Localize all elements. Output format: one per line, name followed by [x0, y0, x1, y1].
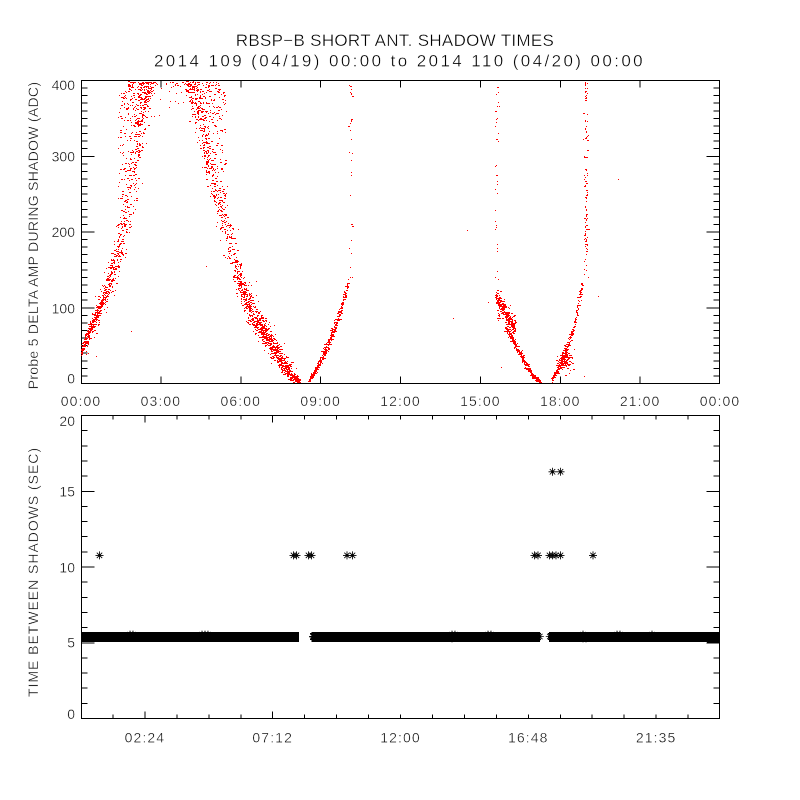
svg-text:TIME BETWEEN SHADOWS (SEC): TIME BETWEEN SHADOWS (SEC) [25, 447, 41, 697]
svg-text:20: 20 [59, 413, 75, 429]
svg-text:06:00: 06:00 [220, 393, 261, 409]
svg-text:18:00: 18:00 [540, 393, 581, 409]
svg-text:21:00: 21:00 [620, 393, 661, 409]
svg-text:02:24: 02:24 [125, 730, 166, 746]
svg-text:00:00: 00:00 [61, 393, 102, 409]
svg-text:2014 109 (04/19) 00:00 to 2014: 2014 109 (04/19) 00:00 to 2014 110 (04/2… [154, 52, 645, 71]
svg-text:10: 10 [59, 559, 75, 575]
svg-text:0: 0 [67, 706, 75, 722]
svg-text:03:00: 03:00 [141, 393, 182, 409]
svg-text:16:48: 16:48 [508, 730, 549, 746]
svg-text:21:35: 21:35 [636, 730, 677, 746]
svg-text:07:12: 07:12 [252, 730, 293, 746]
svg-text:09:00: 09:00 [300, 393, 341, 409]
svg-text:Probe 5 DELTA AMP DURING SHADO: Probe 5 DELTA AMP DURING SHADOW (ADC) [25, 82, 41, 390]
svg-text:00:00: 00:00 [700, 393, 741, 409]
svg-text:0: 0 [67, 370, 75, 386]
svg-text:100: 100 [52, 300, 76, 316]
svg-text:12:00: 12:00 [380, 393, 421, 409]
svg-text:300: 300 [52, 148, 76, 164]
svg-text:RBSP−B SHORT ANT. SHADOW TIMES: RBSP−B SHORT ANT. SHADOW TIMES [236, 31, 554, 50]
svg-text:15:00: 15:00 [460, 393, 501, 409]
svg-text:200: 200 [52, 224, 76, 240]
svg-text:15: 15 [59, 483, 75, 499]
svg-text:400: 400 [52, 77, 76, 93]
svg-text:12:00: 12:00 [380, 730, 421, 746]
svg-text:5: 5 [67, 635, 75, 651]
